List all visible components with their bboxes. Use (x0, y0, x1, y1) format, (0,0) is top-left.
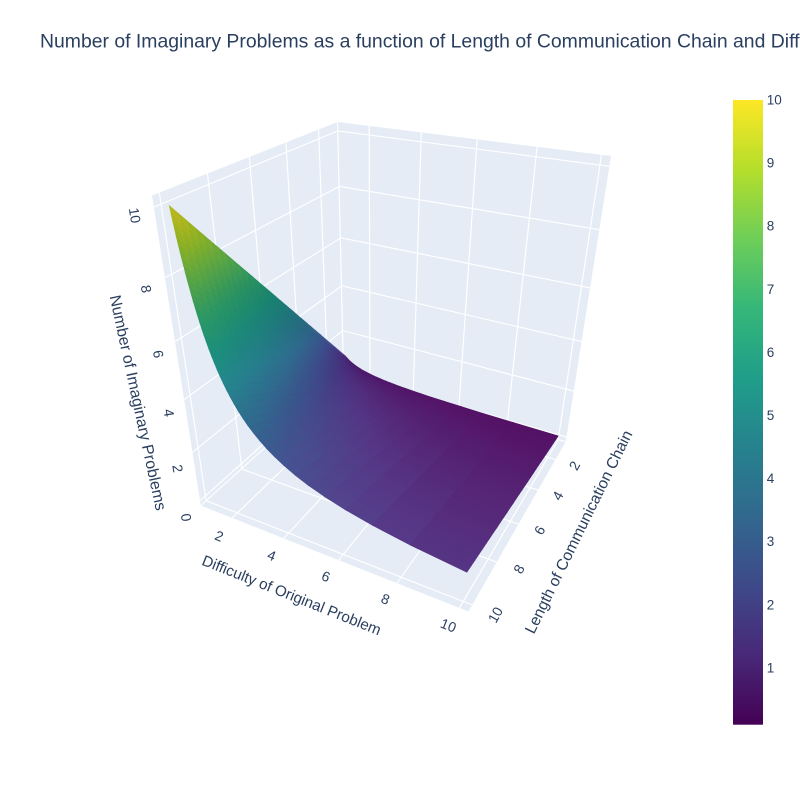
svg-text:9: 9 (767, 156, 775, 171)
svg-text:10: 10 (767, 93, 782, 108)
svg-text:1: 1 (767, 660, 775, 675)
svg-text:4: 4 (161, 408, 178, 418)
svg-text:5: 5 (767, 408, 775, 423)
svg-text:10: 10 (126, 206, 144, 224)
svg-text:4: 4 (767, 471, 775, 486)
svg-text:2: 2 (767, 597, 775, 612)
svg-text:0: 0 (178, 512, 195, 522)
svg-text:10: 10 (438, 615, 459, 636)
svg-text:6: 6 (767, 345, 775, 360)
svg-text:8: 8 (767, 219, 775, 234)
svg-text:7: 7 (767, 282, 775, 297)
svg-text:2: 2 (169, 463, 186, 473)
svg-text:10: 10 (485, 604, 507, 626)
svg-text:8: 8 (138, 284, 155, 294)
svg-text:3: 3 (767, 534, 775, 549)
svg-text:6: 6 (150, 349, 167, 359)
svg-text:Number of Imaginary Problems a: Number of Imaginary Problems as a functi… (40, 31, 800, 53)
